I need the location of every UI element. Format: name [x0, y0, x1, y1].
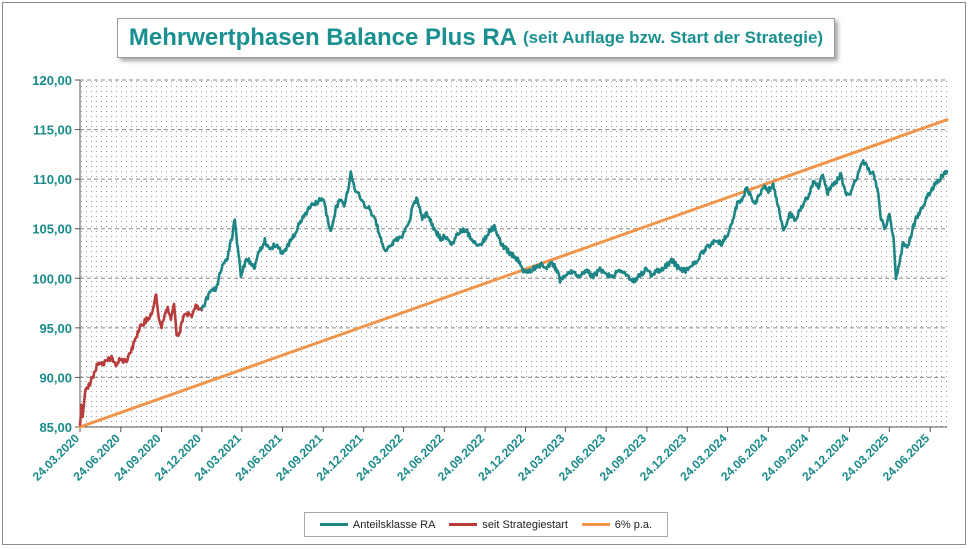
chart-title-box: Mehrwertphasen Balance Plus RA (seit Auf…: [117, 18, 835, 58]
y-tick-label: 115,00: [33, 123, 72, 138]
chart-subtitle: (seit Auflage bzw. Start der Strategie): [523, 28, 824, 47]
series-line-benchmark: [78, 118, 949, 429]
chart-title: Mehrwertphasen Balance Plus RA: [128, 24, 518, 51]
y-tick-label: 100,00: [32, 271, 72, 286]
series-line-strategy: [78, 293, 204, 427]
legend-swatch-benchmark: [581, 523, 610, 526]
series-line-ra: [200, 159, 949, 310]
y-axis-ticks: 85,00 90,00 95,00 100,00 105,00 110,00 115,00 1…: [32, 73, 80, 435]
x-axis-ticks: 24.03.202024.06.202024.09.202024.12.2020…: [30, 427, 933, 484]
y-tick-label: 120,00: [32, 73, 72, 88]
legend-swatch-ra: [319, 523, 348, 526]
legend-item-strategy: seit Strategiestart: [449, 519, 568, 531]
legend-label-benchmark: 6% p.a.: [614, 518, 653, 531]
legend-label-strategy: seit Strategiestart: [482, 518, 568, 531]
y-tick-label: 90,00: [39, 370, 72, 385]
axes: [79, 80, 947, 428]
legend-swatch-strategy: [449, 523, 478, 526]
y-tick-label: 85,00: [39, 420, 72, 435]
chart-legend: Anteilsklasse RA seit Strategiestart 6% …: [304, 512, 668, 537]
y-tick-label: 110,00: [33, 172, 72, 187]
legend-label-ra: Anteilsklasse RA: [352, 518, 436, 531]
legend-item-ra: Anteilsklasse RA: [319, 518, 436, 531]
series-lines: [78, 118, 949, 429]
gridlines: [80, 79, 947, 378]
y-tick-label: 95,00: [39, 321, 72, 336]
y-tick-label: 105,00: [32, 222, 72, 237]
legend-item-benchmark: 6% p.a.: [581, 518, 653, 531]
